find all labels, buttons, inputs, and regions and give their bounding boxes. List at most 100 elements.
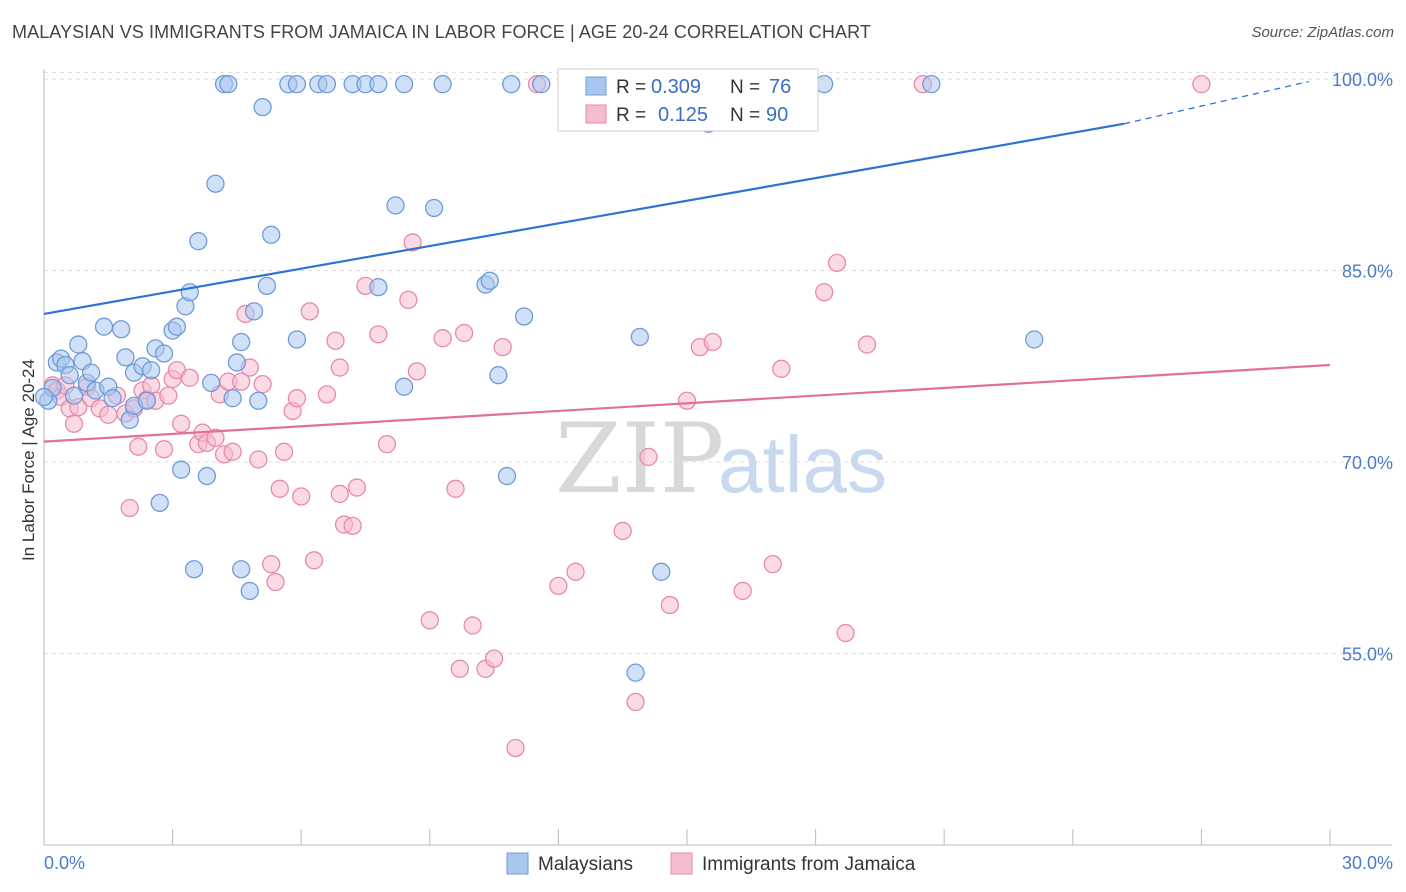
jamaica-point-61: [420, 611, 439, 630]
jamaica-point-86: [836, 623, 855, 643]
malaysians-point-41: [232, 560, 251, 579]
y-axis-label: In Labor Force | Age 20-24: [19, 359, 38, 561]
jamaica-point-85: [827, 253, 847, 273]
malaysians-point-22: [142, 360, 161, 380]
jamaica-point-89: [1192, 74, 1211, 94]
jamaica-point-74: [613, 521, 632, 541]
malaysians-point-77: [34, 387, 54, 407]
malaysians-point-27: [167, 317, 187, 336]
jamaica-point-38: [253, 374, 272, 394]
jamaica-point-42: [274, 442, 294, 461]
malaysians-point-6: [64, 386, 84, 405]
jamaica-point-68: [484, 649, 504, 668]
jamaica-point-24: [172, 414, 191, 433]
jamaica-point-37: [249, 450, 268, 469]
jamaica-point-66: [463, 616, 482, 635]
malaysians-point-70: [626, 663, 645, 682]
malaysians-point-5: [60, 366, 79, 385]
jamaica-point-25: [180, 368, 199, 387]
malaysians-point-35: [206, 174, 225, 193]
legend-swatch-jamaica: [585, 104, 607, 124]
axes: [43, 69, 1392, 846]
malaysians-point-10: [82, 363, 101, 382]
malaysians-point-32: [189, 232, 208, 251]
jamaica-point-54: [347, 478, 367, 497]
malaysians-point-31: [184, 560, 204, 579]
jamaica-point-51: [330, 484, 349, 504]
malaysians-point-68: [532, 74, 551, 94]
jamaica-point-57: [377, 434, 397, 454]
jamaica-point-50: [330, 358, 349, 377]
jamaica-point-60: [407, 362, 427, 381]
malaysians-point-28: [172, 460, 191, 479]
malaysians-point-55: [369, 277, 388, 297]
jamaica-point-72: [549, 576, 568, 596]
jamaica-point-73: [566, 562, 585, 581]
malaysians-point-21: [137, 391, 157, 410]
y-tick-labels: 55.0% 70.0% 85.0% 100.0%: [1332, 70, 1393, 664]
source-label: Source: ZipAtlas.com: [1251, 24, 1394, 41]
malaysians-point-34: [202, 373, 221, 393]
malaysians-point-56: [369, 74, 388, 94]
jamaica-point-29: [206, 428, 225, 447]
malaysians-point-66: [502, 74, 521, 94]
jamaica-point-77: [660, 595, 680, 615]
malaysians-point-65: [497, 466, 517, 486]
x-tick-label-max: 30.0%: [1342, 853, 1393, 873]
chart-title: MALAYSIAN VS IMMIGRANTS FROM JAMAICA IN …: [12, 22, 871, 42]
malaysians-point-16: [116, 348, 135, 367]
jamaica-point-70: [506, 738, 525, 758]
legend-n-label-2: N =: [730, 105, 760, 126]
malaysians-point-75: [922, 74, 941, 94]
malaysians-point-42: [240, 581, 259, 601]
malaysians-trend-extension: [1124, 80, 1309, 125]
malaysians-point-40: [232, 332, 251, 352]
correlation-legend: R = 0.309 N = 76 R = 0.125 N = 90: [557, 68, 819, 132]
jamaica-point-18: [142, 376, 161, 395]
malaysians-point-7: [69, 335, 88, 354]
legend-r-label-2: R =: [616, 105, 646, 126]
malaysians-point-14: [103, 389, 122, 408]
malaysians-point-58: [394, 377, 414, 396]
jamaica-point-87: [857, 335, 877, 354]
bottom-legend-swatch-malaysians: [506, 852, 529, 875]
jamaica-point-33: [223, 442, 242, 461]
malaysians-point-47: [262, 225, 281, 244]
jamaica-point-47: [304, 551, 324, 570]
jamaica-point-83: [772, 359, 791, 378]
jamaica-point-13: [120, 498, 139, 518]
malaysians-point-52: [317, 74, 337, 94]
jamaica-point-41: [270, 479, 289, 498]
malaysians-point-63: [480, 271, 499, 290]
malaysians-point-24: [150, 493, 169, 513]
malaysians-point-60: [424, 198, 444, 218]
malaysians-point-67: [514, 307, 534, 326]
legend-r-label-1: R =: [616, 77, 646, 98]
trend-lines: [43, 80, 1331, 443]
jamaica-point-69: [493, 337, 512, 357]
malaysians-point-43: [244, 302, 264, 321]
jamaica-point-84: [815, 283, 834, 302]
legend-r-value-2: 0.125: [658, 104, 708, 126]
jamaica-point-75: [626, 692, 645, 712]
malaysians-trend-line: [43, 122, 1125, 316]
bottom-legend-malaysians: Malaysians: [538, 854, 633, 875]
jamaica-point-53: [343, 516, 362, 535]
series-legend: Malaysians Immigrants from Jamaica: [506, 852, 916, 875]
malaysians-point-50: [287, 330, 307, 349]
jamaica-point-5: [64, 414, 84, 433]
legend-n-value-1: 76: [769, 76, 791, 98]
jamaica-point-49: [326, 331, 345, 350]
malaysians-point-72: [652, 562, 671, 581]
y-tick-label-85: 85.0%: [1342, 262, 1393, 282]
jamaica-point-81: [733, 581, 752, 601]
jamaica-point-64: [450, 659, 469, 678]
malaysians-point-49: [287, 74, 307, 94]
legend-n-value-2: 90: [766, 104, 788, 126]
legend-swatch-malaysians: [585, 76, 607, 96]
malaysians-point-59: [394, 74, 414, 94]
legend-r-value-1: 0.309: [651, 76, 701, 98]
jamaica-point-48: [317, 385, 337, 404]
y-tick-label-100: 100.0%: [1332, 70, 1393, 90]
